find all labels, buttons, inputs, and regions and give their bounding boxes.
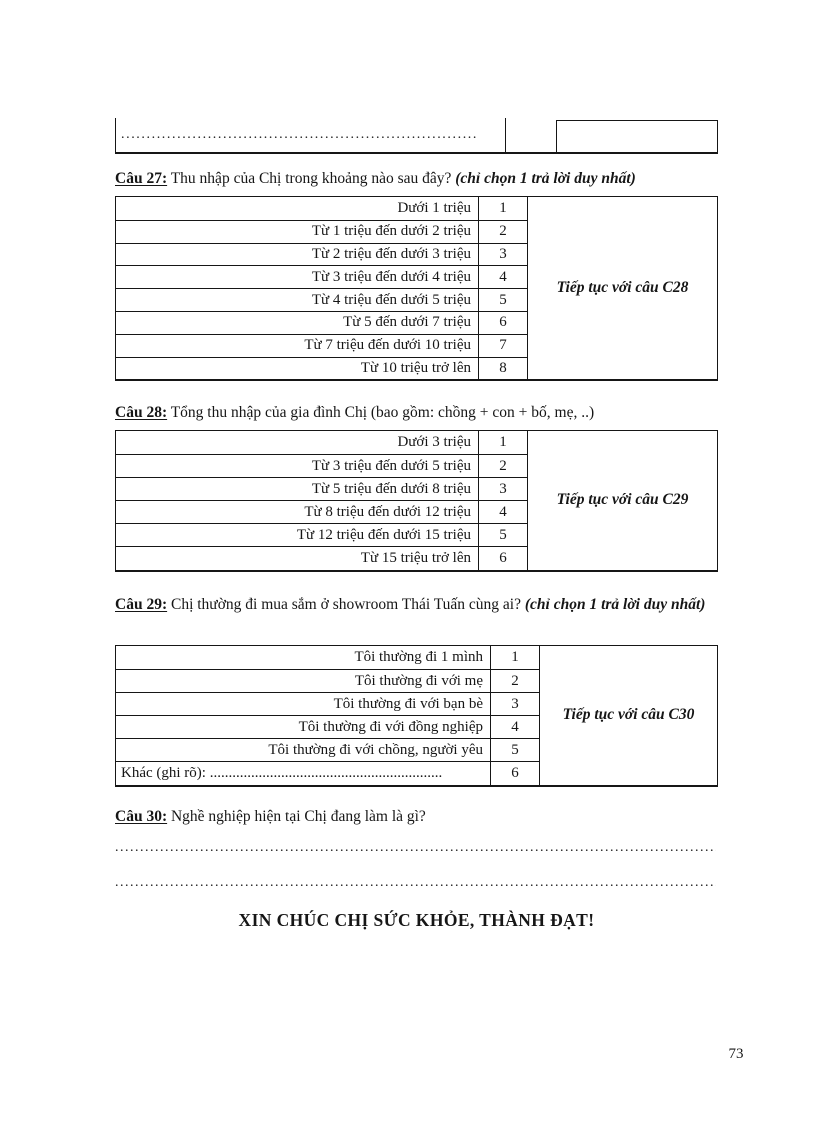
row-label: Từ 3 triệu đến dưới 5 triệu <box>311 457 471 474</box>
table-row: Tôi thường đi với đồng nghiệp 4 <box>116 715 539 739</box>
row-label: Từ 3 triệu đến dưới 4 triệu <box>311 268 471 285</box>
question-29-options: Tôi thường đi 1 mình 1 Tôi thường đi với… <box>116 646 539 785</box>
row-code: 3 <box>478 478 527 501</box>
question-29-header: Câu 29: Chị thường đi mua sắm ở showroom… <box>115 593 718 616</box>
question-29-number: Câu 29: <box>115 596 168 613</box>
question-27-number: Câu 27: <box>115 170 168 187</box>
question-30-text: Nghề nghiệp hiện tại Chị đang làm là gì? <box>170 808 426 825</box>
table-row: Từ 3 triệu đến dưới 4 triệu 4 <box>116 265 527 289</box>
question-29-note: (chỉ chọn 1 trả lời duy nhất) <box>524 596 706 613</box>
row-label: Khác (ghi rõ): .........................… <box>121 765 443 782</box>
table-row: Từ 12 triệu đến dưới 15 triệu 5 <box>116 523 527 547</box>
table-row: Từ 1 triệu đến dưới 2 triệu 2 <box>116 219 527 243</box>
table-row: Tôi thường đi với bạn bè 3 <box>116 692 539 716</box>
skip-instruction: Tiếp tục với câu C29 <box>527 431 717 570</box>
row-label: Tôi thường đi với chồng, người yêu <box>268 741 483 758</box>
row-code: 1 <box>478 197 527 220</box>
row-label: Từ 8 triệu đến dưới 12 triệu <box>304 503 471 520</box>
row-code: 8 <box>478 357 527 380</box>
skip-instruction: Tiếp tục với câu C28 <box>527 197 717 380</box>
table-row: Từ 10 triệu trở lên 8 <box>116 356 527 380</box>
row-code: 6 <box>490 762 539 785</box>
table-row: Từ 2 triệu đến dưới 3 triệu 3 <box>116 242 527 266</box>
carryover-answer-cell: ........................................… <box>116 118 506 152</box>
question-27-options: Dưới 1 triệu 1 Từ 1 triệu đến dưới 2 tri… <box>116 197 527 380</box>
table-row: Từ 3 triệu đến dưới 5 triệu 2 <box>116 454 527 478</box>
table-row: Từ 5 đến dưới 7 triệu 6 <box>116 310 527 334</box>
row-code: 2 <box>490 670 539 693</box>
table-row: Tôi thường đi với chồng, người yêu 5 <box>116 738 539 762</box>
question-28-number: Câu 28: <box>115 404 168 421</box>
table-row: Tôi thường đi 1 mình 1 <box>116 646 539 670</box>
table-row: Từ 8 triệu đến dưới 12 triệu 4 <box>116 500 527 524</box>
row-label: Từ 1 triệu đến dưới 2 triệu <box>311 223 471 240</box>
row-label: Từ 5 đến dưới 7 triệu <box>343 314 471 331</box>
row-label: Từ 5 triệu đến dưới 8 triệu <box>311 480 471 497</box>
question-30-header: Câu 30: Nghề nghiệp hiện tại Chị đang là… <box>115 805 718 828</box>
table-row: Dưới 1 triệu 1 <box>116 197 527 220</box>
row-label: Tôi thường đi với đồng nghiệp <box>298 718 483 735</box>
question-27-header: Câu 27: Thu nhập của Chị trong khoảng nà… <box>115 167 718 190</box>
row-code: 3 <box>478 243 527 266</box>
row-code: 6 <box>478 547 527 570</box>
row-label: Từ 10 triệu trở lên <box>360 359 471 376</box>
row-label: Tôi thường đi 1 mình <box>354 649 483 666</box>
question-30-number: Câu 30: <box>115 808 168 825</box>
row-code: 3 <box>490 693 539 716</box>
row-code: 4 <box>478 501 527 524</box>
row-code: 1 <box>490 646 539 670</box>
row-code: 1 <box>478 431 527 455</box>
skip-instruction: Tiếp tục với câu C30 <box>539 646 717 785</box>
row-code: 5 <box>478 524 527 547</box>
row-code: 6 <box>478 311 527 334</box>
carryover-code-cell <box>506 118 556 152</box>
table-row: Dưới 3 triệu 1 <box>116 431 527 455</box>
row-label: Tôi thường đi với mẹ <box>354 672 483 689</box>
question-28-table: Dưới 3 triệu 1 Từ 3 triệu đến dưới 5 tri… <box>115 430 718 572</box>
row-code: 5 <box>490 739 539 762</box>
row-label: Từ 7 triệu đến dưới 10 triệu <box>304 337 471 354</box>
table-row: Từ 5 triệu đến dưới 8 triệu 3 <box>116 477 527 501</box>
question-28-text: Tổng thu nhập của gia đình Chị (bao gồm:… <box>170 404 595 421</box>
row-label: Tôi thường đi với bạn bè <box>333 695 483 712</box>
table-row: Tôi thường đi với mẹ 2 <box>116 669 539 693</box>
closing-message: XIN CHÚC CHỊ SỨC KHỎE, THÀNH ĐẠT! <box>238 910 595 930</box>
row-label: Từ 15 triệu trở lên <box>360 550 471 567</box>
page-number: 73 <box>728 1046 744 1062</box>
row-code: 4 <box>490 716 539 739</box>
row-code: 4 <box>478 266 527 289</box>
question-29-text: Chị thường đi mua sắm ở showroom Thái Tu… <box>170 596 521 613</box>
table-row: Từ 7 triệu đến dưới 10 triệu 7 <box>116 333 527 357</box>
row-label: Từ 12 triệu đến dưới 15 triệu <box>296 526 471 543</box>
row-code: 7 <box>478 334 527 357</box>
row-code: 2 <box>478 220 527 243</box>
carryover-table: ........................................… <box>115 118 718 154</box>
row-label: Dưới 3 triệu <box>397 434 471 451</box>
row-label: Từ 4 triệu đến dưới 5 triệu <box>311 291 471 308</box>
question-28-options: Dưới 3 triệu 1 Từ 3 triệu đến dưới 5 tri… <box>116 431 527 570</box>
question-27-note: (chỉ chọn 1 trả lời duy nhất) <box>455 170 636 187</box>
question-28-header: Câu 28: Tổng thu nhập của gia đình Chị (… <box>115 401 718 424</box>
question-27-table: Dưới 1 triệu 1 Từ 1 triệu đến dưới 2 tri… <box>115 196 718 382</box>
dotted-answer-line: ........................................… <box>115 840 716 855</box>
question-27-text: Thu nhập của Chị trong khoảng nào sau đâ… <box>170 170 452 187</box>
row-label: Từ 2 triệu đến dưới 3 triệu <box>311 245 471 262</box>
table-row-other: Khác (ghi rõ): .........................… <box>116 761 539 785</box>
table-row: Từ 15 triệu trở lên 6 <box>116 546 527 570</box>
row-code: 5 <box>478 289 527 311</box>
carryover-code-box <box>556 120 718 152</box>
row-label: Dưới 1 triệu <box>397 199 471 216</box>
question-29-table: Tôi thường đi 1 mình 1 Tôi thường đi với… <box>115 645 718 787</box>
table-row: Từ 4 triệu đến dưới 5 triệu 5 <box>116 288 527 311</box>
dotted-fill: ........................................… <box>121 127 478 142</box>
dotted-answer-line: ........................................… <box>115 875 716 890</box>
row-code: 2 <box>478 455 527 478</box>
